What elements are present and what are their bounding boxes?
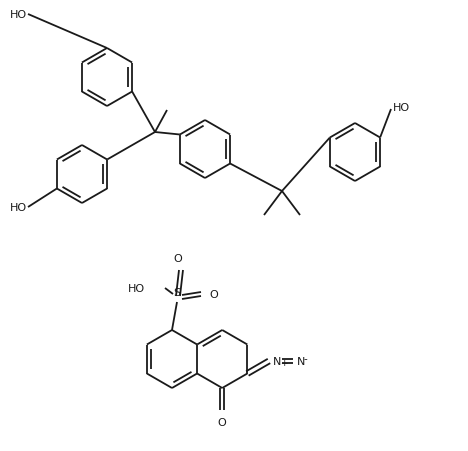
Text: N: N xyxy=(273,356,281,366)
Text: O: O xyxy=(209,290,218,299)
Text: HO: HO xyxy=(10,10,27,20)
Text: O: O xyxy=(218,417,227,427)
Text: O: O xyxy=(174,253,183,263)
Text: HO: HO xyxy=(128,283,145,293)
Text: HO: HO xyxy=(10,202,27,212)
Text: N: N xyxy=(297,356,305,366)
Text: S: S xyxy=(174,287,181,297)
Text: HO: HO xyxy=(393,103,410,113)
Text: -: - xyxy=(304,353,308,363)
Text: +: + xyxy=(280,359,287,368)
